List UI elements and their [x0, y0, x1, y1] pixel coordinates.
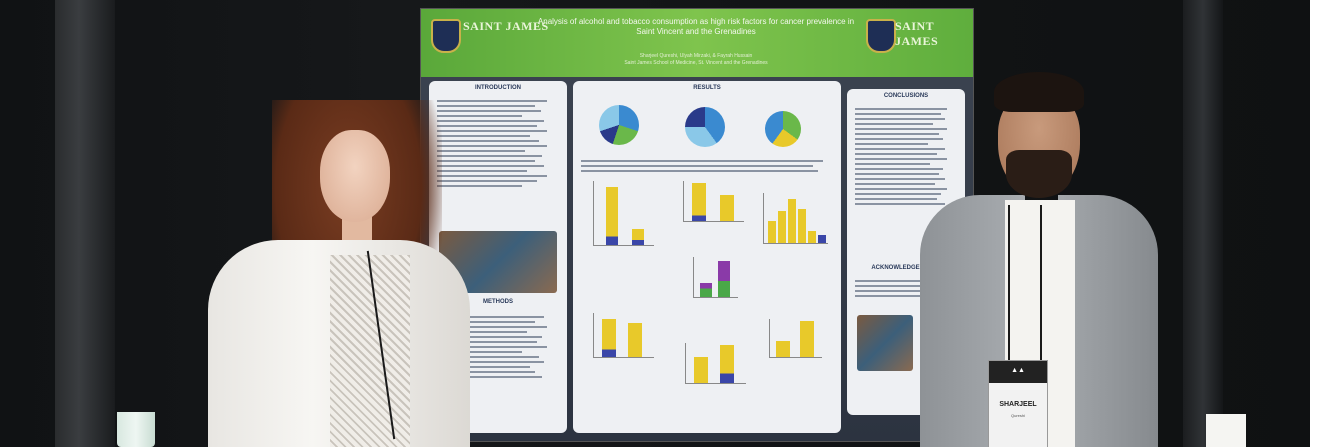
bar [768, 221, 776, 243]
badge-header: ▲▲ [989, 361, 1047, 383]
bar [692, 183, 706, 221]
pie-chart-3 [765, 111, 801, 147]
bar-chart-2 [683, 181, 744, 222]
bar [694, 357, 708, 383]
poster-photo-team [857, 315, 913, 371]
heading-acknowledgements: ACKNOWLEDGEMENTS [871, 265, 941, 271]
bar-chart-6 [685, 343, 746, 384]
research-poster: SAINT JAMES Analysis of alcohol and toba… [420, 8, 974, 442]
bar [800, 321, 814, 357]
bar [602, 319, 616, 357]
shield-logo-left-icon [431, 19, 461, 53]
heading-conclusions: CONCLUSIONS [883, 93, 929, 99]
conclusions-text-lines [855, 105, 957, 208]
paper-cup [117, 412, 155, 447]
bar [778, 211, 786, 243]
panel-introduction: INTRODUCTION METHODS [429, 81, 567, 433]
bar [628, 323, 642, 357]
bar-chart-1 [593, 181, 654, 246]
poster-title: Analysis of alcohol and tobacco consumpt… [537, 17, 855, 36]
curtain-left [55, 0, 115, 447]
woman-face [320, 130, 390, 222]
bar [718, 261, 730, 297]
poster-author-line: Sharjeel Qureshi, Ulyah Mirzaki, & Fayra… [639, 53, 753, 59]
right-border [1310, 0, 1317, 447]
name-badge: ▲▲ SHARJEEL Qureshi [988, 360, 1048, 447]
bar [720, 345, 734, 383]
intro-text-lines [437, 97, 559, 190]
bar [720, 195, 734, 221]
logo-text-left: SAINT JAMES [463, 19, 549, 33]
poster-affiliation: Saint James School of Medicine, St. Vinc… [624, 60, 768, 66]
bar [788, 199, 796, 243]
bar [808, 231, 816, 243]
bar-chart-7 [769, 319, 822, 358]
man-hair [994, 72, 1084, 112]
logo-text-right: SAINT JAMES [895, 19, 939, 48]
bar [606, 187, 618, 245]
bar [818, 235, 826, 243]
paper-sheet [1206, 414, 1246, 447]
bar-chart-5 [593, 313, 654, 358]
bar [632, 229, 644, 245]
heading-results: RESULTS [693, 85, 721, 91]
badge-surname: Qureshi [1010, 413, 1025, 418]
man-beard [1006, 150, 1072, 198]
panel-results: RESULTS [573, 81, 841, 433]
bar [776, 341, 790, 357]
heading-introduction: INTRODUCTION [475, 85, 521, 91]
methods-text-lines [437, 313, 559, 381]
woman-blouse [330, 255, 410, 447]
pie-chart-1 [599, 105, 639, 145]
bar-chart-4 [693, 257, 738, 298]
poster-header: SAINT JAMES Analysis of alcohol and toba… [421, 9, 973, 77]
shield-logo-right-icon [866, 19, 896, 53]
curtain-right [1183, 0, 1223, 447]
results-caption-lines [581, 157, 833, 175]
poster-authors: Sharjeel Qureshi, Ulyah Mirzaki, & Fayra… [561, 53, 831, 67]
bar [798, 209, 806, 243]
ack-text-lines [855, 277, 957, 300]
bar-chart-3 [763, 193, 828, 244]
man-lanyard-left [1008, 205, 1010, 363]
badge-logo-icon: ▲▲ [1011, 367, 1025, 374]
pie-chart-2 [685, 107, 725, 147]
bar [700, 283, 712, 297]
heading-methods: METHODS [483, 299, 513, 305]
man-lanyard-right [1040, 205, 1042, 363]
badge-name: SHARJEEL [999, 401, 1037, 408]
